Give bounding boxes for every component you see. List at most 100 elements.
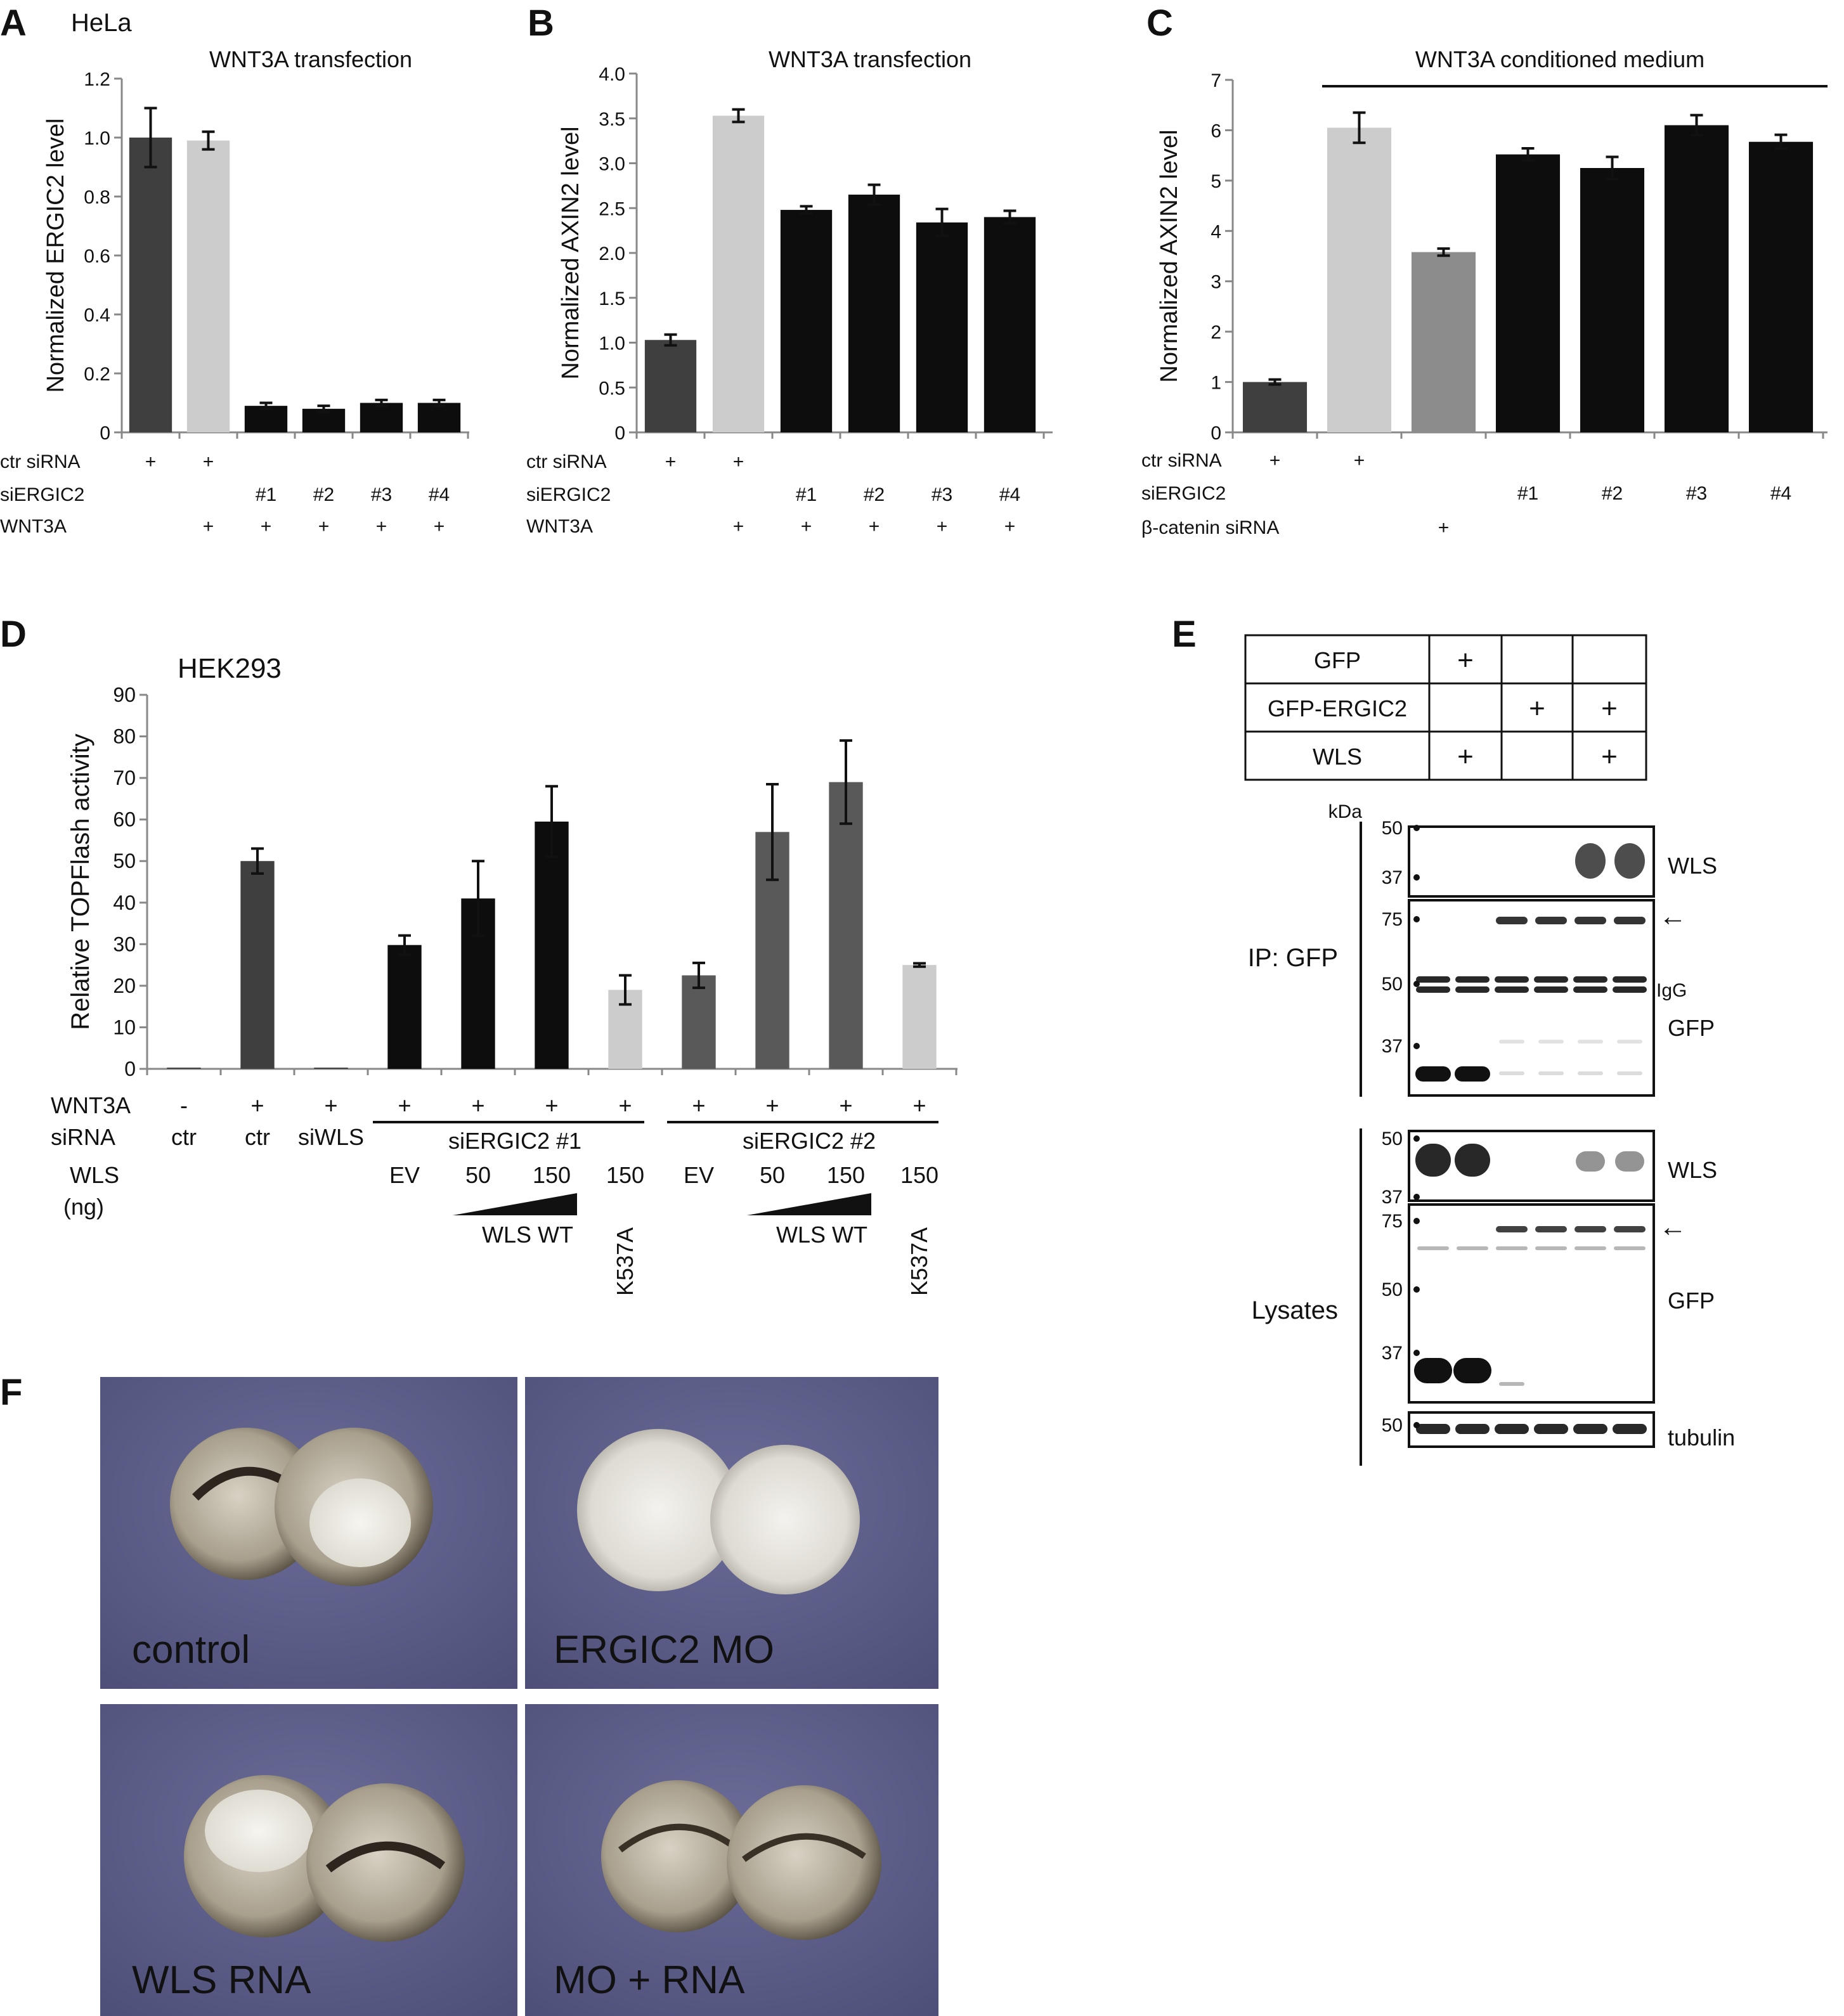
y-axis-label: Normalized AXIN2 level: [557, 126, 584, 379]
protein-band: [1495, 986, 1529, 993]
y-tick-label: 90: [113, 683, 136, 706]
protein-band: [1455, 986, 1490, 993]
bar: [984, 217, 1036, 432]
y-tick-label: 60: [113, 808, 136, 831]
condition-mark: #1: [256, 484, 276, 505]
protein-band: [1613, 976, 1647, 983]
chart-title: WNT3A transfection: [209, 46, 412, 72]
condition-mark: +: [471, 1092, 484, 1118]
ladder-band: [1413, 1218, 1420, 1224]
protein-band: [1614, 843, 1645, 879]
row-label: WLS: [70, 1162, 119, 1188]
bar: [129, 138, 172, 432]
blot-box: [1408, 1130, 1655, 1202]
bar: [240, 861, 275, 1069]
condition-mark: +: [665, 451, 677, 472]
y-tick-label: 0.2: [84, 364, 110, 385]
row-label: (ng): [63, 1194, 104, 1220]
cell-line-label: HeLa: [71, 9, 132, 37]
protein-band: [1613, 1424, 1647, 1434]
condition-mark: #2: [1602, 483, 1623, 504]
wls-amount: 50: [760, 1162, 785, 1188]
condition-mark: +: [250, 1092, 264, 1118]
protein-band: [1538, 1071, 1564, 1075]
bar: [1411, 252, 1476, 432]
condition-mark: +: [801, 516, 812, 537]
condition-mark: +: [434, 516, 445, 537]
y-tick-label: 2.5: [599, 198, 625, 219]
wls-amount: 150: [900, 1162, 938, 1188]
condition-row-label: ctr siRNA: [1141, 450, 1222, 471]
y-axis-label: Normalized AXIN2 level: [1156, 129, 1183, 382]
condition-mark: #1: [1517, 483, 1538, 504]
mutant-label: K537A: [612, 1227, 638, 1296]
sirna-label: ctr: [171, 1124, 197, 1150]
condition-row-label: siERGIC2: [0, 484, 84, 505]
condition-row-label: WNT3A: [526, 516, 593, 537]
y-tick-label: 0: [1211, 423, 1221, 444]
panel-letter-c: C: [1146, 3, 1173, 44]
condition-mark: #2: [313, 484, 334, 505]
table-mark: +: [1457, 741, 1474, 772]
y-tick-label: 3: [1211, 272, 1221, 293]
condition-mark: +: [545, 1092, 558, 1118]
embryo-photo-mo-rna: MO + RNA: [525, 1704, 938, 2016]
y-tick-label: 1.2: [84, 69, 110, 90]
embryo-image: [100, 1704, 517, 2016]
group-label: siERGIC2 #1: [448, 1128, 581, 1154]
table-row-label: GFP-ERGIC2: [1268, 695, 1407, 721]
protein-band: [1575, 1246, 1606, 1250]
protein-band: [1614, 917, 1646, 924]
y-tick-label: 6: [1211, 120, 1221, 141]
y-tick-label: 0.4: [84, 305, 110, 326]
bar: [1580, 168, 1645, 432]
y-tick-label: 1.0: [599, 333, 625, 354]
protein-band: [1615, 1151, 1644, 1172]
dose-wedge: [453, 1193, 577, 1215]
protein-band: [1416, 986, 1450, 993]
chart-d: 0 10 20 30 40 50 60 70 80 90 Relative TOPFlash act…: [51, 683, 958, 1296]
chart-title: WNT3A transfection: [769, 46, 971, 72]
embryo-photo-wls-rna: WLS RNA: [100, 1704, 517, 2016]
protein-band: [1455, 1144, 1490, 1177]
condition-mark: +: [1269, 450, 1281, 471]
panel-letter-a: A: [0, 3, 27, 44]
ladder-band: [1413, 916, 1420, 922]
protein-band: [1538, 1040, 1564, 1044]
y-axis-label: Normalized ERGIC2 level: [42, 119, 69, 393]
embryo-image: [525, 1704, 938, 2016]
embryo-image: [100, 1377, 517, 1689]
condition-row-label: WNT3A: [0, 516, 67, 537]
condition-mark: +: [398, 1092, 411, 1118]
group-label: IP: GFP: [1248, 944, 1338, 972]
protein-band: [1499, 1071, 1524, 1075]
protein-band: [1575, 843, 1606, 879]
y-tick-label: 0: [614, 423, 625, 444]
sirna-label: siWLS: [298, 1124, 364, 1150]
ladder-band: [1413, 1135, 1420, 1142]
table-mark: +: [1457, 645, 1474, 676]
table-mark: +: [1529, 693, 1545, 724]
mw-marker: 75: [1382, 1211, 1403, 1232]
condition-mark: +: [839, 1092, 852, 1118]
condition-mark: +: [324, 1092, 337, 1118]
bar: [1242, 382, 1308, 432]
condition-row-label: siERGIC2: [1141, 483, 1226, 504]
y-tick-label: 4.0: [599, 64, 625, 85]
y-axis-label: Relative TOPFlash activity: [67, 733, 94, 1030]
blot-label: tubulin: [1668, 1425, 1735, 1451]
protein-band: [1416, 976, 1450, 983]
condition-mark: #4: [1770, 483, 1791, 504]
protein-band: [1535, 1226, 1567, 1232]
condition-mark: #1: [796, 484, 817, 505]
wls-amount: 150: [533, 1162, 571, 1188]
condition-mark: +: [318, 516, 330, 537]
protein-band: [1573, 986, 1607, 993]
mutant-label: K537A: [906, 1227, 932, 1296]
table-row-label: WLS: [1313, 744, 1362, 770]
condition-mark: +: [1438, 517, 1450, 538]
chart-c: WNT3A conditioned medium 0 1 2 3 4 5 6 7 Normaliz…: [1141, 46, 1828, 538]
y-tick-label: 0: [100, 423, 110, 444]
embryo-image: [525, 1377, 938, 1689]
bar: [1495, 154, 1561, 432]
